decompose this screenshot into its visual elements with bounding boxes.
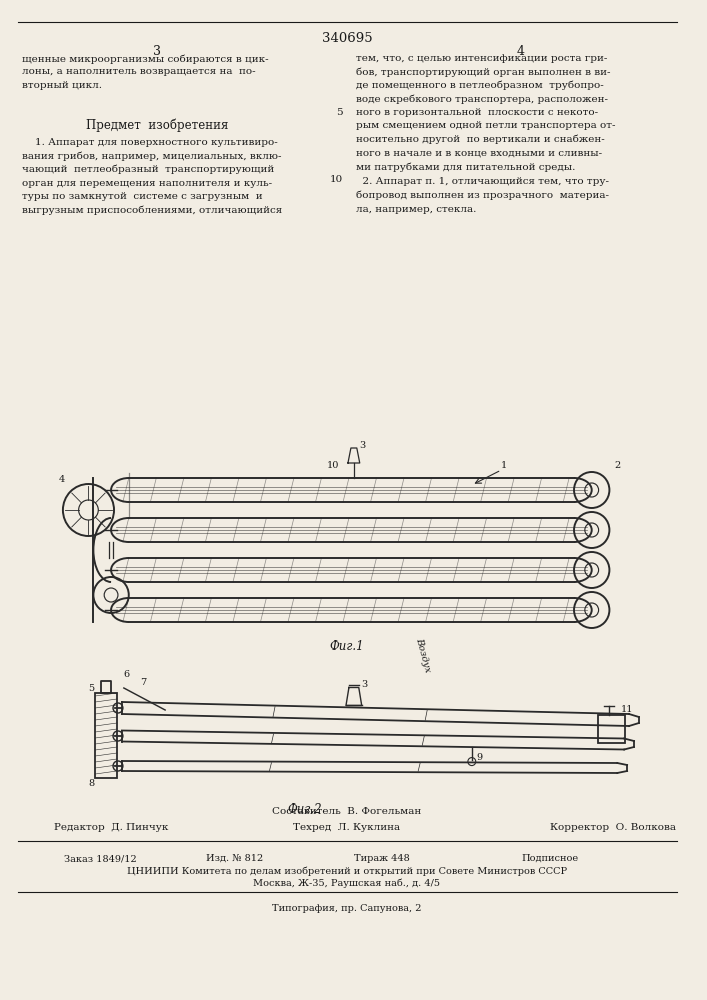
- Text: Фиг.2: Фиг.2: [287, 803, 322, 816]
- Text: носительно другой  по вертикали и снабжен-: носительно другой по вертикали и снабжен…: [356, 135, 604, 144]
- Text: бопровод выполнен из прозрачного  материа-: бопровод выполнен из прозрачного материа…: [356, 191, 609, 200]
- Text: чающий  петлеобразный  транспортирующий: чающий петлеобразный транспортирующий: [22, 165, 274, 174]
- Text: 10: 10: [327, 461, 339, 470]
- Text: рым смещением одной петли транспортера от-: рым смещением одной петли транспортера о…: [356, 121, 615, 130]
- Bar: [597, 715, 625, 743]
- Text: Заказ 1849/12: Заказ 1849/12: [64, 854, 136, 863]
- Text: Предмет  изобретения: Предмет изобретения: [86, 118, 228, 131]
- Text: ного в начале и в конце входными и сливны-: ного в начале и в конце входными и сливн…: [356, 148, 602, 157]
- Text: Фиг.1: Фиг.1: [329, 640, 364, 653]
- Text: 6: 6: [124, 670, 130, 679]
- Text: де помещенного в петлеобразном  трубопро-: де помещенного в петлеобразном трубопро-: [356, 81, 604, 91]
- Text: 3: 3: [358, 441, 365, 450]
- Text: 2: 2: [614, 461, 621, 470]
- Text: бов, транспортирующий орган выполнен в ви-: бов, транспортирующий орган выполнен в в…: [356, 68, 610, 77]
- Text: 5: 5: [88, 684, 95, 693]
- Text: Корректор  О. Волкова: Корректор О. Волкова: [551, 823, 677, 832]
- Text: 11: 11: [621, 705, 633, 714]
- Text: выгрузным приспособлениями, отличающийся: выгрузным приспособлениями, отличающийся: [22, 206, 282, 215]
- Text: Тираж 448: Тираж 448: [354, 854, 409, 863]
- Text: ЦНИИПИ Комитета по делам изобретений и открытий при Совете Министров СССР: ЦНИИПИ Комитета по делам изобретений и о…: [127, 867, 567, 876]
- Text: щенные микроорганизмы собираются в цик-: щенные микроорганизмы собираются в цик-: [22, 54, 268, 64]
- Text: туры по замкнутой  системе с загрузным  и: туры по замкнутой системе с загрузным и: [22, 192, 262, 201]
- Text: Москва, Ж-35, Раушская наб., д. 4/5: Москва, Ж-35, Раушская наб., д. 4/5: [254, 879, 440, 888]
- Text: Изд. № 812: Изд. № 812: [206, 854, 264, 863]
- Text: 3: 3: [362, 680, 368, 689]
- Text: воде скребкового транспортера, расположен-: воде скребкового транспортера, расположе…: [356, 95, 608, 104]
- Text: 1. Аппарат для поверхностного культивиро-: 1. Аппарат для поверхностного культивиро…: [22, 138, 277, 147]
- Text: вторный цикл.: вторный цикл.: [22, 81, 102, 90]
- Text: 2. Аппарат п. 1, отличающийся тем, что тру-: 2. Аппарат п. 1, отличающийся тем, что т…: [356, 178, 609, 186]
- Text: Редактор  Д. Пинчук: Редактор Д. Пинчук: [54, 823, 168, 832]
- Text: 4: 4: [59, 475, 65, 484]
- Text: 1: 1: [501, 461, 508, 470]
- Text: 10: 10: [329, 176, 343, 184]
- Text: ла, например, стекла.: ла, например, стекла.: [356, 205, 477, 214]
- Text: вания грибов, например, мицелиальных, вклю-: вания грибов, например, мицелиальных, вк…: [22, 151, 281, 161]
- Text: 9: 9: [477, 753, 483, 762]
- Text: ми патрубками для питательной среды.: ми патрубками для питательной среды.: [356, 162, 575, 172]
- Text: 3: 3: [153, 45, 161, 58]
- Text: 8: 8: [88, 779, 95, 788]
- Text: Составитель  В. Фогельман: Составитель В. Фогельман: [272, 807, 421, 816]
- Text: 4: 4: [517, 45, 525, 58]
- Text: 340695: 340695: [322, 32, 373, 45]
- Text: 7: 7: [141, 678, 147, 687]
- Bar: [95, 693, 117, 778]
- Text: орган для перемещения наполнителя и куль-: орган для перемещения наполнителя и куль…: [22, 178, 271, 188]
- Text: тем, что, с целью интенсификации роста гри-: тем, что, с целью интенсификации роста г…: [356, 54, 607, 63]
- Text: лоны, а наполнитель возвращается на  по-: лоны, а наполнитель возвращается на по-: [22, 68, 255, 77]
- Text: 5: 5: [337, 108, 343, 117]
- Text: Техред  Л. Куклина: Техред Л. Куклина: [293, 823, 401, 832]
- Text: Подписное: Подписное: [521, 854, 578, 863]
- Text: Типография, пр. Сапунова, 2: Типография, пр. Сапунова, 2: [272, 904, 421, 913]
- Text: Воздух: Воздух: [414, 636, 431, 673]
- Text: ного в горизонтальной  плоскости с некото-: ного в горизонтальной плоскости с некото…: [356, 108, 598, 117]
